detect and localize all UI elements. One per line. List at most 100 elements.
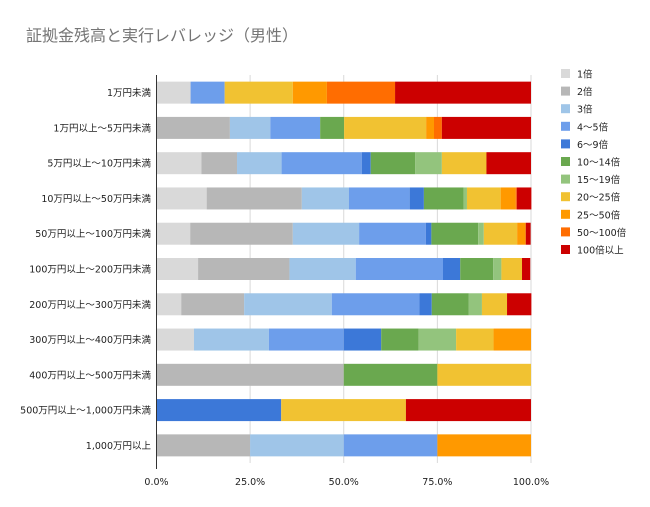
bar-segment (431, 222, 479, 245)
bar-segment (156, 258, 199, 280)
legend-swatch (561, 104, 570, 114)
y-category-label: 1万円未満 (107, 87, 152, 99)
y-category-label: 400万円以上～500万円未満 (29, 369, 151, 381)
bar-segment (292, 81, 327, 104)
y-category-label: 100万円以上～200万円未満 (29, 264, 151, 276)
bar-segment (419, 293, 432, 316)
bar-segment (190, 222, 293, 245)
bar-segment (463, 187, 467, 210)
bar-segment (361, 152, 371, 175)
bar-segment (343, 328, 382, 351)
bar-segment (331, 293, 420, 316)
bar-segment (423, 187, 464, 210)
legend-label: 50～100倍 (577, 227, 627, 239)
bar-segment (198, 258, 290, 280)
bar-segment (370, 152, 416, 175)
x-tick-label: 25.0% (235, 477, 265, 488)
bar-segment (320, 116, 345, 139)
bar-segment (466, 187, 501, 210)
bar-segment (156, 222, 191, 245)
bar-segment (156, 152, 202, 175)
chart-title: 証拠金残高と実行レバレッジ（男性） (26, 26, 299, 45)
bar-segment (441, 116, 531, 139)
bar-segment (156, 399, 282, 422)
x-tick-label: 50.0% (329, 477, 359, 488)
bar-segment (193, 328, 269, 351)
bar-segment (405, 399, 531, 422)
bar-segment (344, 116, 427, 139)
bar-segment (441, 152, 487, 175)
bar-segment (268, 328, 344, 351)
bar-segment (244, 293, 332, 316)
bar-segment (206, 187, 302, 210)
x-tick-label: 100.0% (513, 477, 549, 488)
legend-swatch (561, 245, 570, 254)
bar-segment (156, 81, 191, 104)
legend-swatch (561, 121, 570, 131)
bar-segment (343, 434, 438, 457)
bar-segment (507, 293, 532, 316)
bar-segment (486, 152, 531, 175)
bar-segment (190, 81, 225, 104)
bar-segment (522, 258, 531, 280)
bar-segment (415, 152, 442, 175)
bar-segment (359, 222, 426, 245)
legend-label: 2倍 (577, 86, 593, 98)
legend-swatch (561, 69, 570, 78)
bar-segment (501, 258, 523, 280)
bar-segment (201, 152, 238, 175)
bar-segment (326, 81, 396, 104)
bar-segment (156, 187, 207, 210)
bar-segment (281, 399, 406, 422)
bar-segment (468, 293, 482, 316)
bar-segment (395, 81, 531, 104)
bar-segment (156, 363, 344, 386)
legend-swatch (561, 86, 570, 96)
legend-swatch (561, 157, 570, 166)
bar-segment (456, 328, 494, 351)
legend-label: 3倍 (577, 104, 593, 116)
y-category-label: 500万円以上～1,000万円未満 (20, 405, 151, 417)
y-category-label: 5万円以上～10万円未満 (47, 158, 151, 170)
bar-segment (409, 187, 424, 210)
bar-segment (481, 293, 508, 316)
bar-segment (270, 116, 321, 139)
legend-label: 15～19倍 (577, 174, 621, 186)
bar-segment (224, 81, 293, 104)
legend-label: 10～14倍 (577, 157, 621, 169)
bar-segment (343, 363, 438, 386)
bar-segment (229, 116, 271, 139)
legend-swatch (561, 227, 570, 237)
bar-segment (418, 328, 457, 351)
legend-label: 1倍 (577, 69, 593, 81)
legend-label: 6～9倍 (577, 139, 609, 151)
bar-segment (289, 258, 356, 280)
bar-segment (156, 293, 182, 316)
y-category-label: 300万円以上～400万円未満 (29, 334, 151, 346)
bar-segment (437, 363, 531, 386)
legend-swatch (561, 174, 570, 184)
legend-swatch (561, 209, 570, 219)
legend-label: 20～25倍 (577, 192, 621, 204)
bar-segment (500, 187, 516, 210)
bar-segment (493, 328, 531, 351)
bar-segment (478, 222, 484, 245)
bar-segment (434, 116, 442, 139)
bar-segment (442, 258, 461, 280)
legend-swatch (561, 192, 570, 202)
bar-segment (381, 328, 419, 351)
bar-segment (437, 434, 531, 457)
bar-segment (425, 222, 432, 245)
bar-segment (426, 116, 435, 139)
bar-segment (431, 293, 469, 316)
bar-segment (493, 258, 502, 280)
x-tick-label: 75.0% (422, 477, 452, 488)
bar-segment (156, 116, 230, 139)
bar-segment (355, 258, 443, 280)
y-category-label: 1万円以上～5万円未満 (53, 122, 151, 134)
bar-segment (515, 187, 517, 210)
legend-label: 25～50倍 (577, 209, 621, 221)
x-tick-label: 0.0% (144, 477, 168, 488)
legend-label: 100倍以上 (577, 245, 624, 257)
